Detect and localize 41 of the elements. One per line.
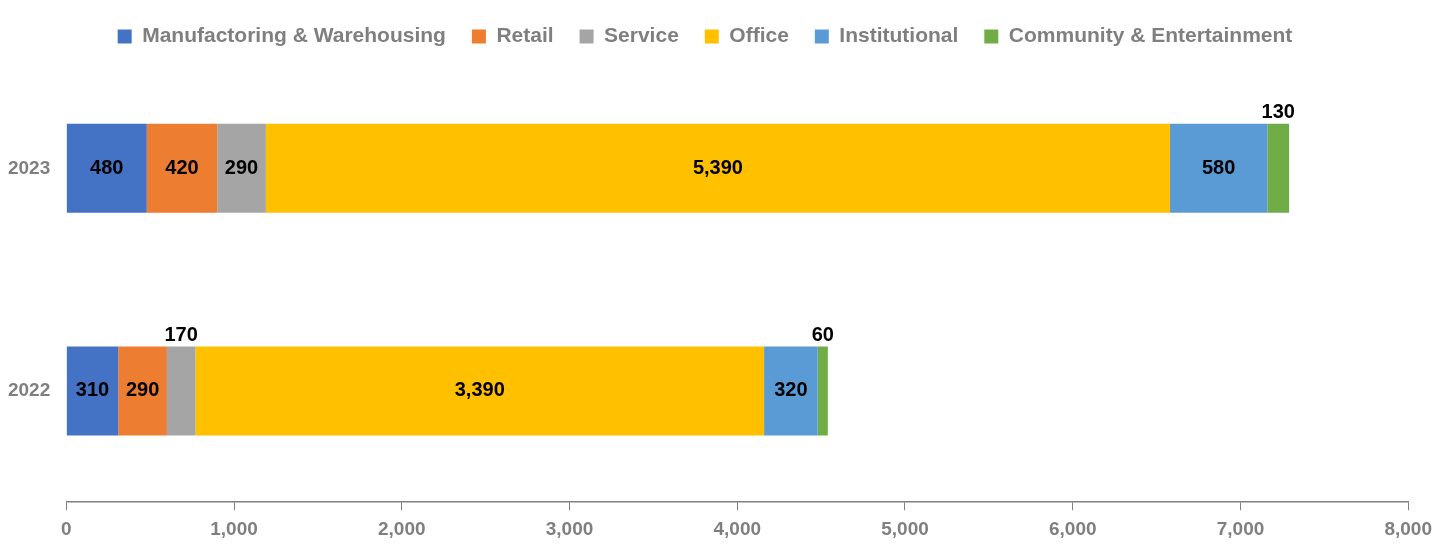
data-label: 580 bbox=[1201, 155, 1236, 178]
bar bbox=[1170, 123, 1268, 213]
bar bbox=[1267, 123, 1290, 213]
legend-label: Office bbox=[729, 23, 789, 47]
x-tick-label: 5,000 bbox=[881, 517, 929, 539]
x-tick-label: 6,000 bbox=[1048, 517, 1097, 539]
data-label: 290 bbox=[125, 378, 160, 401]
bar bbox=[118, 346, 167, 436]
bar bbox=[217, 123, 266, 213]
data-label: 290 bbox=[224, 155, 259, 178]
data-label: 130 bbox=[1261, 100, 1295, 123]
data-label: 3,390 bbox=[454, 378, 505, 401]
data-label: 320 bbox=[774, 378, 808, 401]
data-label: 170 bbox=[164, 322, 198, 345]
x-tick-label: 0 bbox=[60, 517, 72, 539]
bar bbox=[146, 123, 218, 213]
data-label: 60 bbox=[811, 322, 834, 345]
y-tick-label: 2023 bbox=[7, 156, 51, 178]
data-label: 480 bbox=[90, 155, 124, 178]
legend-label: Service bbox=[604, 23, 679, 47]
data-label: 5,390 bbox=[692, 155, 743, 178]
bar bbox=[66, 123, 147, 213]
bar bbox=[195, 346, 765, 436]
bar bbox=[66, 346, 119, 436]
x-tick-label: 8,000 bbox=[1384, 517, 1432, 539]
x-tick-label: 1,000 bbox=[210, 517, 258, 539]
x-tick-label: 3,000 bbox=[545, 517, 594, 539]
data-label: 310 bbox=[75, 378, 110, 401]
legend-label: Retail bbox=[496, 23, 554, 47]
x-tick-label: 7,000 bbox=[1216, 517, 1265, 539]
legend-label: Community & Entertainment bbox=[1008, 23, 1293, 47]
bar bbox=[166, 346, 196, 436]
bar bbox=[817, 346, 828, 436]
bar bbox=[265, 123, 1171, 213]
bar bbox=[764, 346, 818, 436]
legend-label: Institutional bbox=[839, 23, 959, 47]
legend-label: Manufactoring & Warehousing bbox=[142, 23, 446, 47]
data-label: 420 bbox=[165, 155, 199, 178]
x-tick-label: 2,000 bbox=[377, 517, 426, 539]
y-tick-label: 2022 bbox=[7, 379, 51, 401]
x-tick-label: 4,000 bbox=[713, 517, 762, 539]
